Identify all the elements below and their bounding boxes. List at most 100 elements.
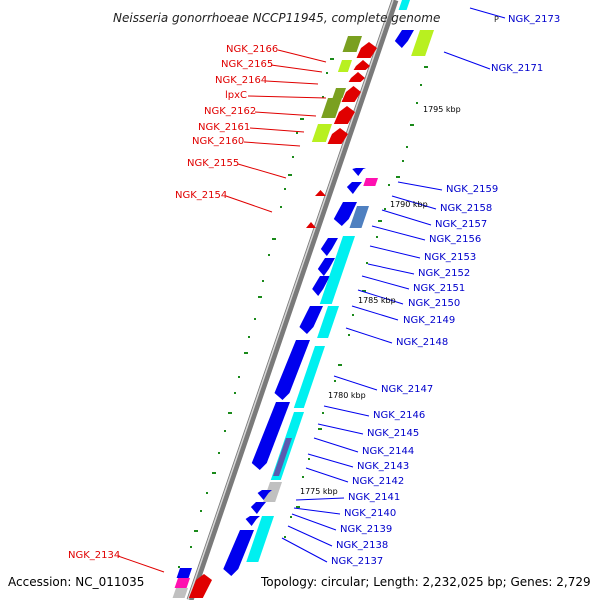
- leader-line: [469, 7, 506, 19]
- gc-dot: [284, 536, 286, 538]
- gene-arrow-ngk-2134: [188, 574, 212, 598]
- gene-label-ngk-2158[interactable]: NGK_2158: [440, 203, 492, 214]
- gene-label-ngk-2162[interactable]: NGK_2162: [204, 106, 256, 117]
- gene-label-ngk-2138[interactable]: NGK_2138: [336, 540, 388, 551]
- gene-label-ngk-2137[interactable]: NGK_2137: [331, 556, 383, 567]
- gene-arrow-ngk-2151: [312, 276, 330, 296]
- gc-dot: [396, 176, 400, 178]
- gene-label-ngk-2148[interactable]: NGK_2148: [396, 337, 448, 348]
- leader-line: [295, 497, 345, 501]
- accession-text: Accession: NC_011035: [8, 575, 144, 589]
- cds-lightgreen-3: [411, 30, 434, 56]
- topology-text: Topology: circular; Length: 2,232,025 bp…: [260, 575, 591, 589]
- gc-dot: [194, 530, 198, 532]
- gene-label-ngk-2160[interactable]: NGK_2160: [192, 136, 244, 147]
- gene-label-ngk-2139[interactable]: NGK_2139: [340, 524, 392, 535]
- gene-arrow-ngk-2161: [327, 128, 348, 144]
- gene-label-ngk-2159[interactable]: NGK_2159: [446, 184, 498, 195]
- gene-label-ngk-2165[interactable]: NGK_2165: [221, 59, 273, 70]
- leader-line: [367, 263, 415, 275]
- gene-label-ngk-2141[interactable]: NGK_2141: [348, 492, 400, 503]
- gc-dot: [296, 132, 298, 134]
- gc-dot: [234, 392, 236, 394]
- gc-dot: [322, 96, 324, 98]
- title-marker: P: [494, 15, 499, 24]
- gene-arrow-ngk-2137: [223, 530, 254, 576]
- gene-label-ngk-2157[interactable]: NGK_2157: [435, 219, 487, 230]
- leader-line: [397, 181, 443, 191]
- leader-line: [361, 275, 410, 290]
- gc-dot: [424, 66, 428, 68]
- gc-dot: [254, 318, 256, 320]
- gc-dot: [238, 376, 240, 378]
- cds-steel-1: [349, 206, 369, 228]
- gene-label-ngk-2144[interactable]: NGK_2144: [362, 446, 414, 457]
- cds-green-1: [342, 36, 362, 52]
- cds-magenta-1: [363, 178, 378, 186]
- leader-line: [369, 245, 421, 259]
- leader-line: [351, 305, 399, 321]
- gc-dot: [322, 412, 324, 414]
- gene-label-ngk-2156[interactable]: NGK_2156: [429, 234, 481, 245]
- gc-dot: [244, 352, 248, 354]
- gene-arrow-ngk-2141: [257, 490, 272, 500]
- kbp-tick-1785: 1785 kbp: [358, 296, 396, 305]
- gene-label-ngk-2147[interactable]: NGK_2147: [381, 384, 433, 395]
- leader-line: [317, 423, 364, 435]
- gc-dot: [308, 458, 310, 460]
- gene-label-ngk-2146[interactable]: NGK_2146: [373, 410, 425, 421]
- gc-dot: [262, 280, 264, 282]
- gene-label-ngk-2151[interactable]: NGK_2151: [413, 283, 465, 294]
- cds-cyan-3: [293, 346, 325, 408]
- gc-dots: [178, 58, 428, 568]
- leader-line: [293, 507, 341, 515]
- gene-label-ngk-2140[interactable]: NGK_2140: [344, 508, 396, 519]
- gene-label-ngk-2150[interactable]: NGK_2150: [408, 298, 460, 309]
- gene-label-ngk-2155[interactable]: NGK_2155: [187, 158, 239, 169]
- gene-label-ngk-2171[interactable]: NGK_2171: [491, 63, 543, 74]
- gene-label-ngk-2152[interactable]: NGK_2152: [418, 268, 470, 279]
- gene-arrow-ngk-2165: [353, 60, 370, 70]
- gene-label-ngk-2164[interactable]: NGK_2164: [215, 75, 267, 86]
- gc-dot: [200, 510, 202, 512]
- gc-dot: [402, 160, 404, 162]
- gene-label-ngk-2142[interactable]: NGK_2142: [352, 476, 404, 487]
- leader-line: [381, 209, 432, 226]
- gene-label-ngk-2173[interactable]: NGK_2173: [508, 14, 560, 25]
- gc-dot: [284, 188, 286, 190]
- gene-label-lpxc[interactable]: lpxC: [225, 90, 247, 101]
- gc-dot: [218, 452, 220, 454]
- leader-line: [287, 525, 333, 547]
- gc-dot: [410, 124, 414, 126]
- gc-dot: [272, 238, 276, 240]
- leader-line: [249, 127, 305, 133]
- gc-dot: [300, 118, 304, 120]
- gene-label-ngk-2153[interactable]: NGK_2153: [424, 252, 476, 263]
- gene-label-ngk-2149[interactable]: NGK_2149: [403, 315, 455, 326]
- gc-dot: [420, 84, 422, 86]
- gene-label-ngk-2154[interactable]: NGK_2154: [175, 190, 227, 201]
- leader-line: [237, 163, 287, 179]
- leader-line: [277, 49, 327, 63]
- gene-label-ngk-2145[interactable]: NGK_2145: [367, 428, 419, 439]
- cds-green-3: [321, 98, 342, 118]
- map-title: Neisseria gonorrhoeae NCCP11945, complet…: [113, 11, 440, 25]
- gene-arrow-ngk-2153: [320, 238, 338, 256]
- gene-label-ngk-2143[interactable]: NGK_2143: [357, 461, 409, 472]
- kbp-tick-1780: 1780 kbp: [328, 391, 366, 400]
- leader-line: [333, 375, 378, 391]
- gc-dot: [338, 364, 342, 366]
- kbp-tick-1790: 1790 kbp: [390, 200, 428, 209]
- gc-dot: [228, 412, 232, 414]
- backbone-highlight: [187, 0, 394, 600]
- gc-dot: [248, 336, 250, 338]
- gc-dot: [178, 566, 180, 568]
- gene-label-ngk-2166[interactable]: NGK_2166: [226, 44, 278, 55]
- gene-label-ngk-2134[interactable]: NGK_2134: [68, 550, 120, 561]
- gc-dot: [378, 220, 382, 222]
- gene-label-ngk-2161[interactable]: NGK_2161: [198, 122, 250, 133]
- gene-arrow-ngk-2164: [348, 72, 365, 82]
- gene-arrow-ngk-2156: [333, 202, 357, 226]
